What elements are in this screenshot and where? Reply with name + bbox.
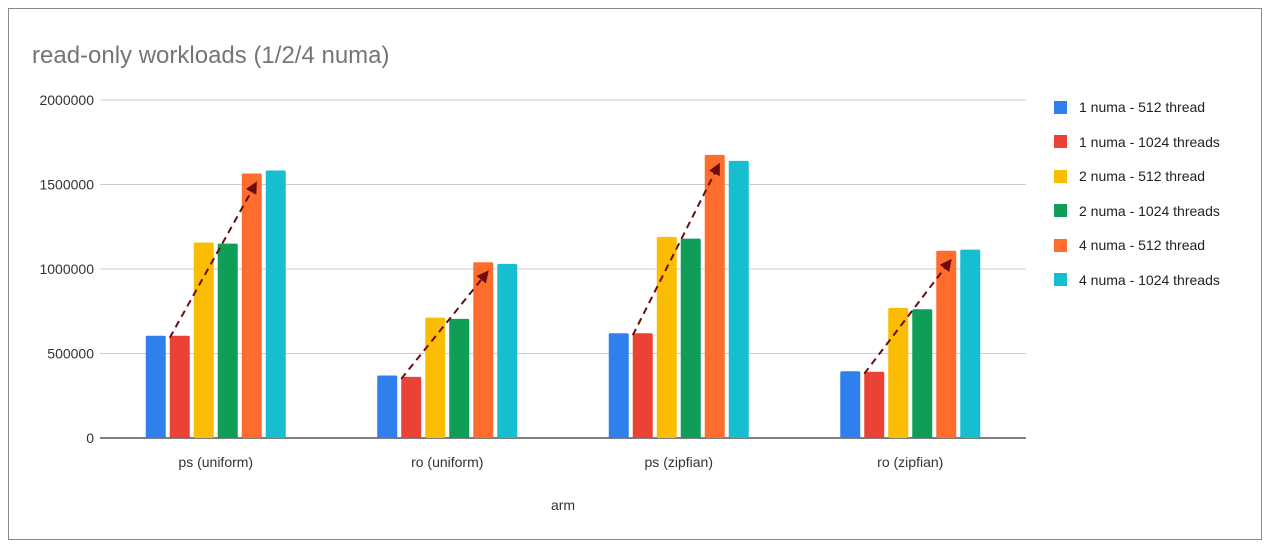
legend-swatch <box>1054 204 1067 218</box>
bar-6-1 <box>265 170 286 438</box>
bar-6-3 <box>728 160 749 438</box>
legend-item: 1 numa - 512 thread <box>1054 90 1220 125</box>
y-tick-label: 500000 <box>47 346 94 362</box>
y-tick-label: 1000000 <box>39 261 94 277</box>
x-tick-label: ps (uniform) <box>178 454 253 470</box>
trend-arrow <box>168 181 257 339</box>
bar-6-4 <box>960 249 981 438</box>
bar-3-1 <box>193 242 214 438</box>
bar-4-4 <box>912 309 933 438</box>
legend-label: 2 numa - 1024 threads <box>1079 202 1220 219</box>
bar-4-3 <box>680 238 701 438</box>
legend-item: 4 numa - 1024 threads <box>1054 263 1220 298</box>
legend-item: 2 numa - 512 thread <box>1054 159 1220 194</box>
bar-6-2 <box>497 263 518 438</box>
y-tick-label: 0 <box>86 430 94 446</box>
legend-swatch <box>1054 169 1067 183</box>
bar-4-1 <box>217 243 238 438</box>
chart-legend: 1 numa - 512 thread 1 numa - 1024 threads… <box>1054 90 1220 297</box>
legend-label: 4 numa - 1024 threads <box>1079 271 1220 288</box>
bar-1-1 <box>145 335 166 438</box>
x-axis-title: arm <box>551 497 575 513</box>
bar-5-4 <box>936 250 957 438</box>
legend-swatch <box>1054 135 1067 149</box>
bar-2-3 <box>632 333 653 438</box>
bar-1-2 <box>377 375 398 438</box>
legend-label: 2 numa - 512 thread <box>1079 168 1206 185</box>
bar-5-1 <box>241 173 262 438</box>
bar-3-3 <box>656 236 677 438</box>
y-tick-label: 1500000 <box>39 177 94 193</box>
legend-label: 1 numa - 1024 threads <box>1079 133 1220 150</box>
legend-label: 4 numa - 512 thread <box>1079 237 1206 254</box>
x-tick-label: ro (zipfian) <box>877 454 943 470</box>
legend-item: 1 numa - 1024 threads <box>1054 125 1220 160</box>
trend-arrow <box>631 162 720 336</box>
trend-arrow <box>400 270 489 380</box>
chart-title: read-only workloads (1/2/4 numa) <box>32 42 390 69</box>
bar-5-3 <box>704 154 725 439</box>
legend-item: 4 numa - 512 thread <box>1054 228 1220 263</box>
bar-4-2 <box>449 318 470 438</box>
bar-1-3 <box>608 333 629 438</box>
bar-3-2 <box>425 317 446 438</box>
chart-frame <box>8 8 1262 540</box>
y-tick-label: 2000000 <box>39 92 94 108</box>
bar-1-4 <box>840 371 861 438</box>
legend-label: 1 numa - 512 thread <box>1079 99 1206 116</box>
legend-swatch <box>1054 238 1067 252</box>
bar-5-2 <box>473 262 494 438</box>
bar-3-4 <box>888 307 909 438</box>
legend-item: 2 numa - 1024 threads <box>1054 194 1220 229</box>
x-tick-label: ro (uniform) <box>411 454 483 470</box>
x-tick-label: ps (zipfian) <box>645 454 713 470</box>
bar-2-1 <box>169 335 190 438</box>
bar-2-4 <box>864 371 885 438</box>
legend-swatch <box>1054 100 1067 114</box>
bar-2-2 <box>401 376 422 438</box>
legend-swatch <box>1054 273 1067 287</box>
